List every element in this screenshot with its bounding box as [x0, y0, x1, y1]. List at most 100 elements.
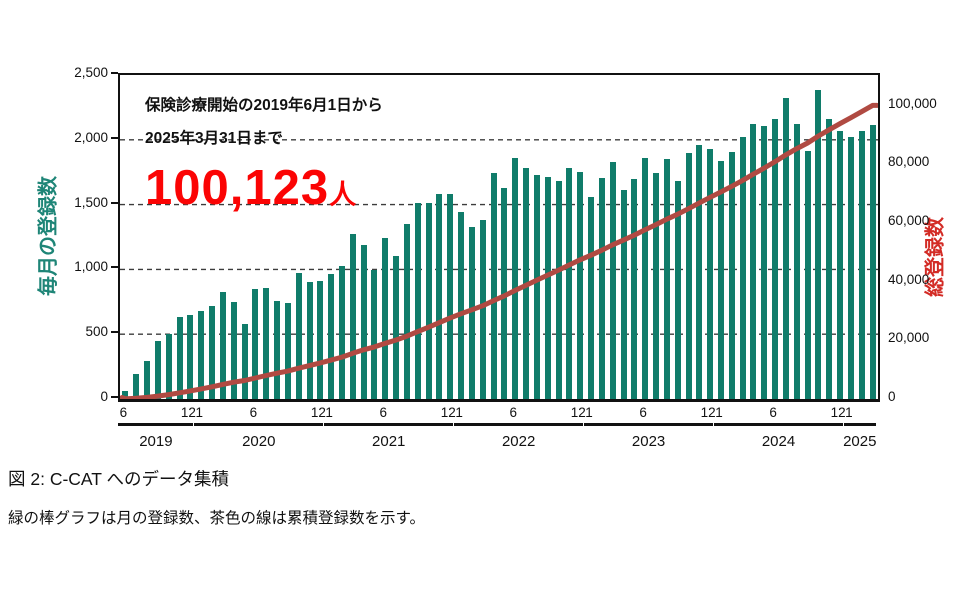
bar-2022-02	[468, 226, 475, 399]
bar-2024-07	[782, 98, 789, 399]
total-unit: 人	[329, 180, 357, 210]
bar-2020-04	[230, 302, 237, 399]
bar-2024-11	[826, 119, 833, 399]
month-tick-67: 1	[845, 405, 853, 420]
month-tick-6: 12	[180, 405, 196, 420]
year-group-line-2021	[324, 423, 454, 426]
right-tick-label: 0	[888, 389, 896, 404]
bar-2021-10	[425, 203, 432, 399]
month-tick-60: 6	[769, 405, 777, 420]
left-tick-mark	[111, 201, 118, 204]
bar-2020-11	[306, 281, 313, 399]
year-label-2022: 2022	[501, 433, 536, 450]
year-label-2024: 2024	[761, 433, 796, 450]
bar-2023-05	[631, 178, 638, 399]
year-group-line-2022	[454, 423, 584, 426]
bar-2019-06	[122, 391, 129, 399]
month-tick-42: 12	[570, 405, 586, 420]
bar-2023-06	[642, 157, 649, 399]
right-tick-label: 20,000	[888, 330, 930, 346]
year-group-line-2019	[118, 423, 194, 426]
bar-2021-09	[414, 202, 421, 399]
bar-2023-01	[588, 196, 595, 399]
bar-2019-10	[165, 334, 172, 399]
bar-2020-05	[241, 323, 248, 399]
bar-2021-01	[328, 273, 335, 399]
month-tick-54: 12	[700, 405, 716, 420]
bar-2020-07	[263, 287, 270, 399]
bar-2024-12	[837, 130, 844, 399]
year-group-line-2023	[584, 423, 714, 426]
bar-2022-08	[533, 174, 540, 399]
month-tick-19: 1	[325, 405, 333, 420]
year-group-line-2024	[713, 423, 844, 426]
bar-2024-08	[793, 124, 800, 399]
left-tick-mark	[111, 331, 118, 334]
bar-2023-10	[685, 152, 692, 399]
right-tick-label: 80,000	[888, 154, 930, 170]
bar-2022-12	[577, 172, 584, 399]
bar-2023-09	[674, 181, 681, 399]
left-tick-mark	[111, 136, 118, 139]
bar-2019-11	[176, 317, 183, 399]
bar-2023-04	[620, 190, 627, 399]
left-tick-mark	[111, 72, 118, 74]
year-group-line-2020	[194, 423, 324, 426]
annotation: 保険診療開始の2019年6月1日から 2025年3月31日まで 100,123人	[145, 89, 383, 221]
month-tick-30: 12	[440, 405, 456, 420]
bar-2019-12	[187, 314, 194, 399]
left-tick-label: 2,500	[74, 65, 108, 80]
left-tick-label: 2,000	[74, 129, 108, 145]
left-tick-label: 500	[85, 324, 108, 340]
bar-2023-12	[707, 148, 714, 399]
bar-2023-11	[696, 144, 703, 399]
bar-2021-05	[371, 270, 378, 399]
bar-2019-08	[144, 361, 151, 399]
bar-2025-02	[858, 130, 865, 399]
bar-2024-05	[761, 125, 768, 399]
cumulative-line	[120, 102, 878, 399]
bar-2020-09	[284, 303, 291, 399]
month-tick-43: 1	[585, 405, 593, 420]
bar-2025-01	[847, 137, 854, 399]
bar-2020-12	[317, 281, 324, 399]
bar-2023-08	[663, 159, 670, 399]
right-tick-label: 40,000	[888, 271, 930, 287]
left-tick-mark	[111, 266, 118, 269]
bar-2021-03	[349, 233, 356, 399]
year-label-2023: 2023	[631, 433, 666, 450]
left-tick-label: 1,500	[74, 194, 108, 210]
bar-2020-08	[274, 300, 280, 399]
month-tick-48: 6	[639, 405, 647, 420]
year-label-2019: 2019	[139, 433, 173, 450]
bar-2021-07	[393, 255, 400, 399]
month-tick-0: 6	[119, 405, 128, 420]
bar-2024-10	[815, 89, 822, 399]
bar-2021-11	[436, 194, 443, 399]
bar-2021-08	[403, 224, 410, 399]
bar-2022-04	[490, 172, 497, 399]
bar-2024-03	[739, 137, 746, 399]
bar-2020-03	[219, 292, 226, 399]
bar-2023-02	[598, 178, 605, 399]
bar-2020-01	[198, 310, 205, 399]
month-tick-31: 1	[455, 405, 463, 420]
month-tick-36: 6	[509, 405, 517, 420]
bar-2022-09	[544, 176, 551, 399]
bar-2024-01	[717, 161, 724, 399]
month-tick-7: 1	[195, 405, 203, 420]
bar-2019-09	[154, 341, 161, 399]
bar-2021-02	[338, 266, 345, 399]
left-tick-label: 1,000	[74, 259, 108, 275]
month-tick-18: 12	[310, 405, 326, 420]
month-tick-12: 6	[249, 405, 258, 420]
bar-2019-07	[133, 373, 140, 399]
month-tick-66: 12	[830, 405, 846, 420]
bar-2022-03	[479, 219, 486, 399]
bar-2024-04	[750, 124, 757, 399]
bar-2022-10	[555, 180, 562, 399]
year-group-line-2025	[843, 423, 876, 426]
bar-2024-02	[728, 152, 735, 399]
right-tick-label: 100,000	[888, 95, 937, 111]
